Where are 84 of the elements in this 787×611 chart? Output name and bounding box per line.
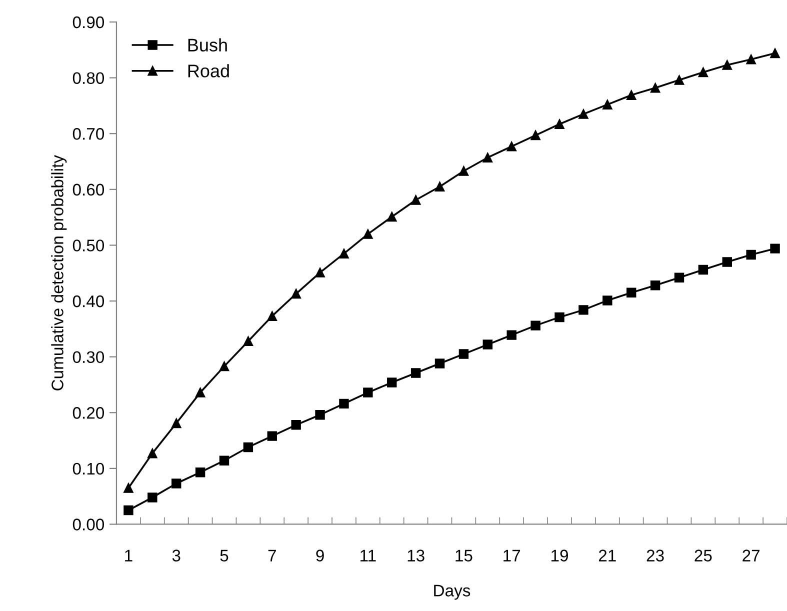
point [434,182,445,192]
point [267,431,277,441]
x-tick-label: 17 [504,550,520,562]
point [650,280,660,290]
point [339,248,349,258]
x-tick-label: 11 [360,550,376,562]
y-tick-label: 0.80 [72,72,104,84]
point [602,296,612,306]
point [602,100,612,110]
point [434,358,445,368]
y-tick-label: 0.50 [72,240,104,252]
point [195,467,206,478]
point [291,420,301,430]
point [458,349,469,359]
point [530,320,540,330]
point [626,90,636,100]
point [698,67,708,78]
x-tick-label: 23 [646,550,664,562]
point [195,388,206,398]
point [410,195,421,205]
point [148,492,158,502]
point [387,378,397,388]
legend-label: Bush [188,38,227,52]
y-tick-label: 0.30 [72,351,104,364]
point [124,483,134,493]
point [626,288,636,298]
x-tick-label: 19 [552,550,568,562]
point [746,54,756,64]
point [770,48,780,58]
point [770,244,780,254]
y-tick-label: 0.90 [72,16,104,28]
point [124,505,134,516]
x-tick-label: 13 [408,550,424,562]
point [339,398,349,409]
point [363,229,373,239]
y-axis-title: Cumulative detection probability [51,155,67,390]
point [530,130,540,140]
point [674,75,684,85]
point [506,142,516,152]
y-tick-label: 0.00 [72,518,104,530]
x-tick-label: 9 [316,550,324,562]
point [291,288,301,299]
point [746,250,756,260]
point [578,305,588,315]
point [506,330,516,340]
point [315,268,325,278]
point [410,368,421,378]
point [171,418,182,428]
x-tick-label: 27 [742,550,760,562]
point [554,312,564,322]
y-tick-label: 0.40 [72,295,104,308]
y-tick-label: 0.10 [72,462,104,475]
point [482,152,493,162]
point [148,448,158,458]
x-tick-label: 15 [456,550,472,562]
point [722,60,732,70]
x-axis-title: Days [434,584,470,600]
point [698,264,708,275]
point [650,82,660,93]
point [387,212,397,222]
x-tick-label: 3 [172,550,180,562]
point [243,336,254,346]
point [458,166,469,176]
point [674,272,684,282]
y-tick-label: 0.70 [72,128,104,140]
point [578,109,588,119]
point [722,257,732,267]
x-tick-label: 21 [598,550,616,562]
legend-label: Road [188,64,229,78]
point [219,361,230,372]
point [363,388,373,398]
y-tick-label: 0.60 [72,184,104,196]
y-tick-label: 0.20 [72,407,104,419]
point [554,119,564,129]
x-tick-label: 5 [220,550,228,562]
point [243,442,254,452]
point [219,456,230,466]
point [482,340,493,350]
x-tick-label: 25 [694,550,712,562]
point [315,410,325,420]
x-tick-label: 1 [125,550,132,562]
point [171,478,182,488]
x-tick-label: 7 [268,550,276,562]
point [267,311,277,321]
